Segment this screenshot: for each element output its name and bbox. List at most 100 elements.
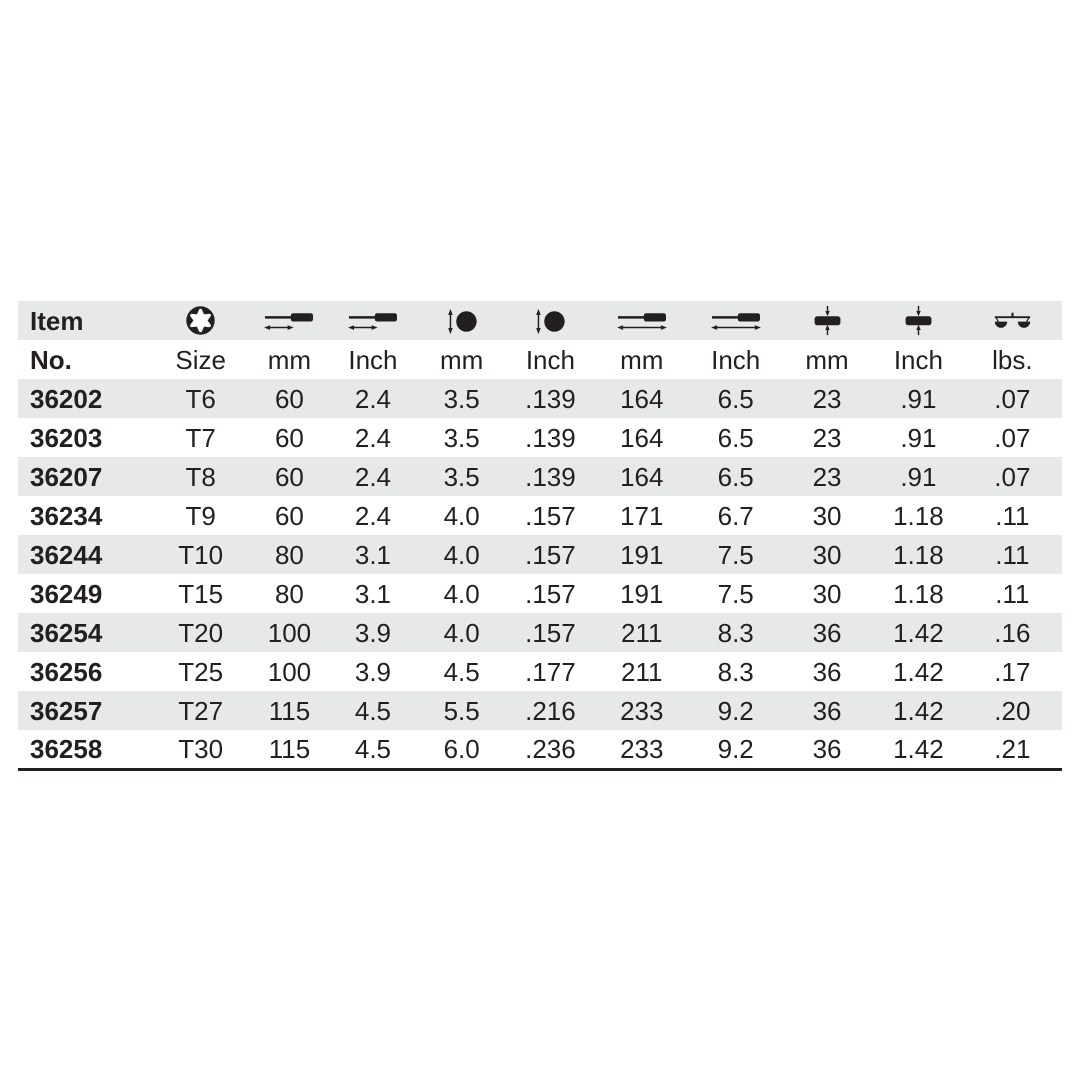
spec-value-cell: 211 xyxy=(621,617,663,648)
spec-value-cell: 1.18 xyxy=(893,578,944,609)
col-label: mm xyxy=(805,344,849,375)
spec-value-cell: 60 xyxy=(274,461,304,492)
weight-scale-icon xyxy=(992,311,1033,334)
spec-value-cell: .236 xyxy=(525,733,576,764)
item-number-cell: 36257 xyxy=(30,695,103,726)
col-icon-cell xyxy=(874,301,963,340)
item-number-cell: 36207 xyxy=(30,461,103,492)
col-label: Size xyxy=(175,344,226,375)
spec-value-cell: 6.5 xyxy=(717,383,754,414)
col-icon-cell xyxy=(963,301,1062,340)
spec-value-cell: 3.9 xyxy=(354,617,392,648)
spec-value-cell: 36 xyxy=(812,656,842,687)
col-label: Inch xyxy=(711,344,761,375)
spec-value-cell: 60 xyxy=(274,422,304,453)
spec-value-cell: T7 xyxy=(185,422,216,453)
spec-value-cell: 6.7 xyxy=(717,500,754,531)
spec-value-cell: .157 xyxy=(525,539,576,570)
col-icon-cell xyxy=(154,301,248,340)
col-icon-cell xyxy=(248,301,332,340)
spec-value-cell: 23 xyxy=(812,461,842,492)
tip-diameter-icon xyxy=(534,308,566,335)
spec-value-cell: 80 xyxy=(274,539,304,570)
handle-diameter-icon xyxy=(903,305,934,336)
spec-value-cell: 2.4 xyxy=(354,383,392,414)
spec-value-cell: 233 xyxy=(620,695,664,726)
spec-value-cell: 3.9 xyxy=(354,656,392,687)
spec-value-cell: 191 xyxy=(620,539,664,570)
spec-value-cell: .91 xyxy=(900,422,937,453)
handle-diameter-icon xyxy=(812,305,843,336)
spec-value-cell: T30 xyxy=(178,733,224,764)
table-row: 36254 T20 100 3.9 4.0 .157 211 8.3 36 1.42 .16 xyxy=(18,613,1062,652)
spec-value-cell: 36 xyxy=(812,695,842,726)
col-label: Inch xyxy=(525,344,575,375)
item-number-cell: 36258 xyxy=(30,733,103,764)
table-row: 36257 T27 115 4.5 5.5 .216 233 9.2 36 1.42 .20 xyxy=(18,691,1062,730)
spec-value-cell: .11 xyxy=(995,500,1030,531)
spec-value-cell: .07 xyxy=(994,383,1031,414)
spec-value-cell: .157 xyxy=(525,500,576,531)
spec-value-cell: T27 xyxy=(178,695,224,726)
spec-value-cell: 2.4 xyxy=(354,461,392,492)
overall-length-icon xyxy=(710,310,762,334)
col-icon-cell xyxy=(780,301,874,340)
spec-value-cell: 3.1 xyxy=(354,578,392,609)
spec-value-cell: 1.18 xyxy=(893,539,944,570)
col-icon-cell xyxy=(592,301,691,340)
spec-value-cell: 1.42 xyxy=(893,656,944,687)
spec-value-cell: 171 xyxy=(620,500,664,531)
spec-value-cell: .157 xyxy=(525,578,576,609)
blade-length-icon xyxy=(347,310,399,334)
spec-value-cell: T15 xyxy=(178,578,224,609)
spec-value-cell: 2.4 xyxy=(354,500,392,531)
spec-value-cell: 6.5 xyxy=(717,422,754,453)
spec-value-cell: 1.18 xyxy=(893,500,944,531)
spec-value-cell: 6.5 xyxy=(717,461,754,492)
spec-value-cell: 7.5 xyxy=(717,539,754,570)
spec-value-cell: T20 xyxy=(178,617,224,648)
item-number-cell: 36254 xyxy=(30,617,103,648)
spec-value-cell: .17 xyxy=(994,656,1031,687)
spec-value-cell: 8.3 xyxy=(717,617,754,648)
spec-value-cell: T6 xyxy=(185,383,216,414)
spec-value-cell: 191 xyxy=(620,578,664,609)
item-number-cell: 36203 xyxy=(30,422,103,453)
spec-value-cell: 100 xyxy=(267,656,312,687)
spec-value-cell: 30 xyxy=(812,578,842,609)
spec-value-cell: .91 xyxy=(900,383,937,414)
spec-value-cell: .07 xyxy=(994,422,1031,453)
spec-value-cell: 233 xyxy=(620,733,664,764)
spec-value-cell: 6.0 xyxy=(443,733,480,764)
spec-value-cell: T9 xyxy=(185,500,216,531)
header-icon-row: Item xyxy=(18,301,1062,340)
col-label: mm xyxy=(620,344,664,375)
spec-value-cell: 115 xyxy=(268,695,311,726)
table-row: 36202 T6 60 2.4 3.5 .139 164 6.5 23 .91 .07 xyxy=(18,379,1062,418)
spec-value-cell: 60 xyxy=(274,383,304,414)
col-label: lbs. xyxy=(992,344,1033,375)
item-header-label: Item xyxy=(30,305,84,336)
spec-table: Item No. Size mm Inch xyxy=(18,301,1062,771)
spec-value-cell: .91 xyxy=(900,461,937,492)
spec-value-cell: .07 xyxy=(994,461,1031,492)
spec-value-cell: 7.5 xyxy=(717,578,754,609)
spec-value-cell: 8.3 xyxy=(717,656,754,687)
item-number-cell: 36234 xyxy=(30,500,103,531)
spec-table-container: Item No. Size mm Inch xyxy=(18,301,1062,771)
spec-value-cell: 164 xyxy=(620,461,664,492)
torx-star-icon xyxy=(184,304,217,337)
col-icon-cell xyxy=(415,301,509,340)
spec-value-cell: 211 xyxy=(621,656,663,687)
spec-value-cell: T25 xyxy=(178,656,224,687)
spec-value-cell: 164 xyxy=(620,422,664,453)
spec-value-cell: 80 xyxy=(274,578,304,609)
col-label: mm xyxy=(440,344,484,375)
spec-value-cell: 2.4 xyxy=(354,422,392,453)
spec-value-cell: 4.5 xyxy=(354,695,392,726)
col-label: mm xyxy=(267,344,312,375)
col-icon-cell xyxy=(691,301,780,340)
spec-value-cell: 164 xyxy=(620,383,664,414)
table-row: 36203 T7 60 2.4 3.5 .139 164 6.5 23 .91 .07 xyxy=(18,418,1062,457)
